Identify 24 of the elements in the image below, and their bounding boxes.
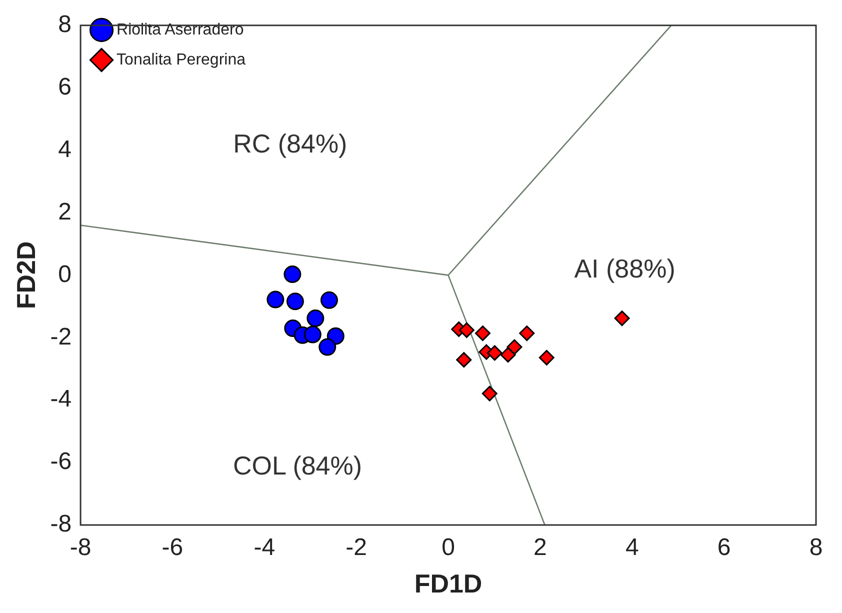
x-tick-label: -2: [346, 534, 368, 562]
x-tick-label: 0: [442, 534, 455, 562]
legend-label: Tonalita Peregrina: [116, 51, 246, 68]
y-axis-title: FD2D: [10, 241, 41, 310]
legend-label: Riolita Aserradero: [116, 21, 244, 38]
y-tick-label: 2: [58, 198, 72, 226]
y-tick-label: -8: [50, 510, 72, 538]
x-axis-title: FD1D: [414, 568, 482, 599]
x-tick-label: -6: [162, 534, 184, 562]
annotation: COL (84%): [232, 450, 362, 481]
y-tick-label: 8: [58, 11, 72, 38]
x-tick-label: 4: [625, 534, 639, 562]
annotation: AI (88%): [574, 253, 676, 284]
annotation: RC (84%): [233, 128, 348, 158]
y-tick-label: 0: [58, 260, 72, 288]
y-tick-label: -6: [50, 448, 72, 476]
y-tick-label: 4: [58, 136, 72, 163]
x-tick-label: 2: [534, 534, 547, 562]
x-tick-label: 8: [809, 534, 823, 562]
x-tick-label: 6: [717, 534, 731, 562]
y-tick-label: 6: [58, 73, 72, 100]
x-tick-label: -4: [254, 534, 276, 562]
y-tick-label: -2: [50, 323, 72, 350]
y-tick-label: -4: [50, 386, 72, 413]
